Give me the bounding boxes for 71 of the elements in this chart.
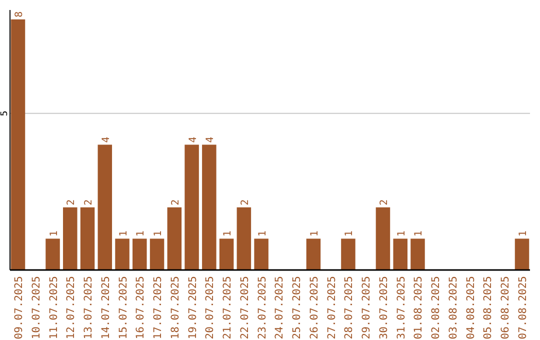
bar bbox=[46, 238, 60, 270]
x-tick-label: 24.07.2025 bbox=[274, 276, 286, 340]
y-tick-label: 5 bbox=[0, 110, 10, 116]
data-label: 1 bbox=[309, 230, 320, 237]
x-tick-label: 13.07.2025 bbox=[82, 276, 95, 340]
bar bbox=[80, 207, 95, 270]
bar bbox=[236, 207, 252, 270]
data-label: 4 bbox=[205, 136, 216, 143]
data-label: 1 bbox=[518, 230, 530, 237]
x-tick-label: 28.07.2025 bbox=[343, 276, 356, 340]
data-label: 2 bbox=[240, 199, 251, 206]
x-tick-label: 16.07.2025 bbox=[134, 276, 147, 340]
x-tick-label: 19.07.2025 bbox=[186, 276, 199, 340]
data-label: 1 bbox=[257, 230, 268, 237]
data-label: 2 bbox=[378, 199, 390, 206]
x-tick-label: 11.07.2025 bbox=[48, 276, 60, 340]
bar bbox=[150, 238, 164, 270]
x-tick-label: 06.08.2025 bbox=[500, 276, 512, 340]
x-tick-label: 04.08.2025 bbox=[464, 276, 477, 340]
data-label: 1 bbox=[118, 230, 130, 237]
x-tick-label: 09.07.2025 bbox=[12, 276, 25, 340]
bar bbox=[219, 238, 234, 270]
x-tick-label: 30.07.2025 bbox=[378, 276, 390, 340]
bar bbox=[63, 207, 78, 270]
x-tick-label: 15.07.2025 bbox=[117, 276, 130, 340]
x-tick-label: 10.07.2025 bbox=[30, 276, 42, 340]
x-tick-label: 22.07.2025 bbox=[238, 276, 251, 340]
bar bbox=[306, 238, 321, 270]
bar bbox=[254, 238, 268, 270]
data-label: 4 bbox=[100, 136, 112, 143]
x-tick-label: 17.07.2025 bbox=[152, 276, 164, 340]
x-tick-label: 05.08.2025 bbox=[482, 276, 494, 340]
x-tick-label: 20.07.2025 bbox=[204, 276, 216, 340]
bar bbox=[167, 207, 182, 270]
x-tick-label: 31.07.2025 bbox=[395, 276, 408, 340]
x-tick-label: 12.07.2025 bbox=[65, 276, 78, 340]
data-label: 1 bbox=[344, 230, 356, 237]
bar bbox=[376, 207, 390, 270]
data-label: 1 bbox=[414, 230, 425, 237]
x-tick-label: 18.07.2025 bbox=[169, 276, 182, 340]
x-tick-label: 29.07.2025 bbox=[360, 276, 373, 340]
bar bbox=[184, 144, 199, 270]
data-label: 1 bbox=[136, 230, 147, 237]
data-label: 1 bbox=[222, 230, 234, 237]
data-label: 1 bbox=[396, 230, 408, 237]
bar bbox=[393, 238, 408, 270]
bar bbox=[132, 238, 147, 270]
data-label: 2 bbox=[84, 199, 95, 206]
x-tick-label: 26.07.2025 bbox=[308, 276, 320, 340]
data-label: 1 bbox=[153, 230, 164, 237]
x-tick-label: 02.08.2025 bbox=[430, 276, 442, 340]
data-label: 2 bbox=[66, 199, 78, 206]
data-label: 4 bbox=[188, 136, 199, 143]
x-tick-label: 23.07.2025 bbox=[256, 276, 268, 340]
x-tick-label: 01.08.2025 bbox=[412, 276, 425, 340]
bar bbox=[202, 144, 216, 270]
bar bbox=[98, 144, 112, 270]
data-label: 8 bbox=[14, 11, 25, 18]
bar bbox=[10, 19, 26, 270]
x-tick-label: 07.08.2025 bbox=[517, 276, 530, 340]
bar bbox=[341, 238, 356, 270]
bar bbox=[115, 238, 130, 270]
x-tick-label: 21.07.2025 bbox=[222, 276, 234, 340]
data-label: 1 bbox=[48, 230, 60, 237]
x-tick-label: 27.07.2025 bbox=[326, 276, 338, 340]
x-tick-label: 25.07.2025 bbox=[291, 276, 304, 340]
data-label: 2 bbox=[170, 199, 182, 206]
x-tick-label: 03.08.2025 bbox=[447, 276, 460, 340]
bar bbox=[514, 238, 530, 270]
bar bbox=[410, 238, 425, 270]
x-tick-label: 14.07.2025 bbox=[100, 276, 112, 340]
